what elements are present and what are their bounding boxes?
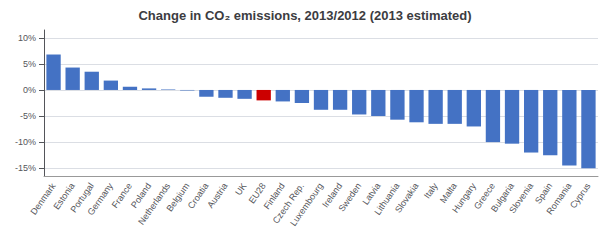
svg-text:Malta: Malta — [438, 181, 459, 205]
svg-text:Bulgaria: Bulgaria — [489, 181, 517, 214]
svg-text:Luxembourg: Luxembourg — [288, 181, 325, 228]
svg-text:Slovenia: Slovenia — [507, 181, 535, 215]
svg-text:5%: 5% — [23, 59, 36, 69]
svg-text:-10%: -10% — [15, 137, 36, 147]
svg-text:Ireland: Ireland — [320, 181, 345, 210]
svg-text:Czech Rep.: Czech Rep. — [270, 181, 306, 226]
svg-text:Belgium: Belgium — [165, 181, 192, 213]
svg-text:UK: UK — [233, 181, 248, 197]
svg-text:Lithuania: Lithuania — [372, 181, 402, 217]
svg-text:Latvia: Latvia — [360, 181, 383, 207]
svg-text:Romania: Romania — [545, 181, 574, 216]
svg-text:-15%: -15% — [15, 163, 36, 173]
svg-text:Change in CO₂ emissions, 2013/: Change in CO₂ emissions, 2013/2012 (2013… — [138, 8, 471, 23]
svg-text:Croatia: Croatia — [185, 181, 211, 211]
svg-text:Portugal: Portugal — [68, 181, 96, 215]
svg-text:EU28: EU28 — [246, 181, 268, 206]
svg-text:Estonia: Estonia — [51, 181, 77, 212]
svg-text:Poland: Poland — [128, 181, 154, 210]
svg-text:-5%: -5% — [20, 111, 36, 121]
svg-text:Denmark: Denmark — [28, 181, 57, 217]
svg-text:Hungary: Hungary — [450, 181, 478, 215]
svg-text:0%: 0% — [23, 85, 36, 95]
svg-text:Sweden: Sweden — [336, 181, 363, 213]
svg-text:Italy: Italy — [422, 181, 440, 201]
svg-text:10%: 10% — [18, 33, 36, 43]
svg-text:Slovakia: Slovakia — [393, 181, 421, 215]
svg-text:Spain: Spain — [532, 181, 555, 206]
svg-text:Greece: Greece — [471, 181, 497, 211]
svg-text:Netherlands: Netherlands — [136, 181, 173, 227]
svg-text:France: France — [109, 181, 135, 210]
svg-text:Austria: Austria — [205, 181, 229, 210]
svg-text:Germany: Germany — [86, 181, 116, 217]
svg-text:Cyprus: Cyprus — [568, 181, 593, 210]
svg-text:Finland: Finland — [261, 181, 287, 212]
